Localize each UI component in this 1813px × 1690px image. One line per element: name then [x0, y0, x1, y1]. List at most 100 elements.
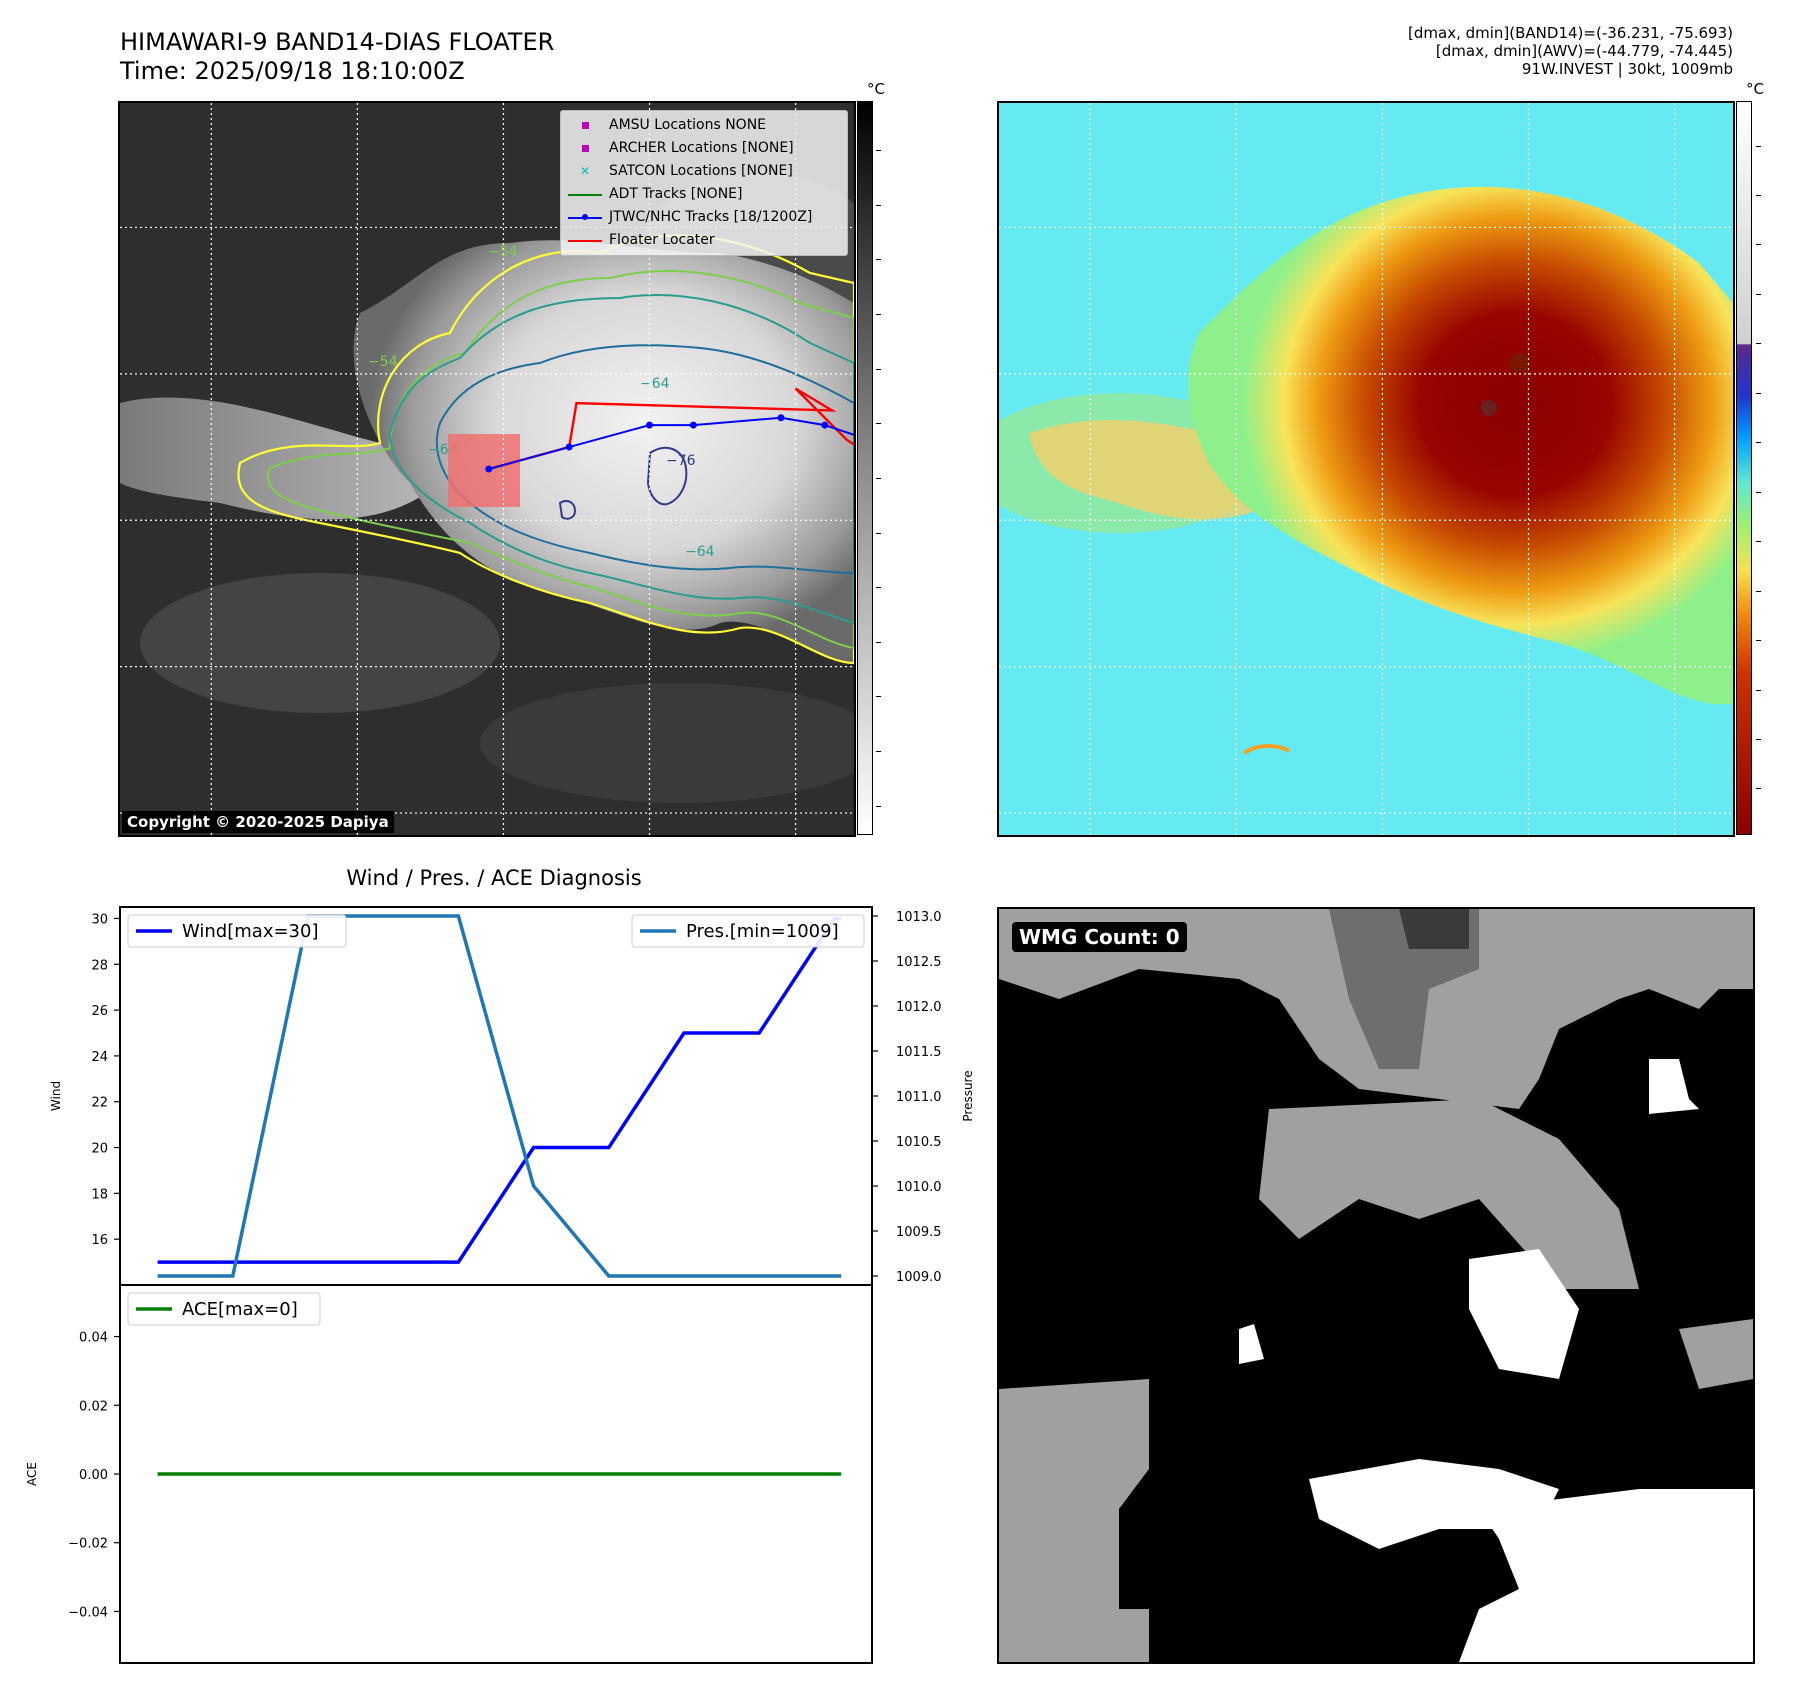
cloud-band	[120, 397, 440, 520]
contour-label: −76	[666, 453, 696, 469]
jtwc-track-point	[777, 414, 785, 422]
wmg-panel: WMG Count: 0	[997, 907, 1755, 1664]
awv-map-svg	[999, 103, 1733, 835]
cloud-texture	[1481, 400, 1497, 416]
pressure-y-tick-label: 1009.5	[896, 1225, 942, 1240]
ace-y-tick-label: 0.00	[79, 1468, 108, 1483]
wind-axes-frame	[119, 906, 873, 1286]
colorbar-tick	[876, 587, 881, 589]
pressure-y-tick-label: 1009.0	[896, 1270, 942, 1285]
awv-colorbar	[1736, 101, 1752, 835]
wind-pressure-axes: 16 18 20 22 24 26 28 30 1009.0 1009.5 1010.0 1010.5…	[49, 906, 975, 1286]
colorbar-tick	[1756, 541, 1761, 543]
wmg-white-region	[1459, 1489, 1753, 1662]
legend-adt: ADT Tracks [NONE]	[561, 183, 847, 206]
colorbar-tick	[876, 423, 881, 425]
square-marker-icon	[561, 145, 609, 152]
wind-y-tick-label: 30	[91, 912, 108, 927]
diagnosis-chart: 16 18 20 22 24 26 28 30 1009.0 1009.5 1010.0 1010.5…	[25, 906, 975, 1664]
colorbar-tick	[876, 259, 881, 261]
legend-label: ADT Tracks [NONE]	[609, 186, 743, 202]
wmg-image	[999, 909, 1753, 1662]
ace-y-tick-label: −0.04	[68, 1605, 108, 1620]
wind-y-tick-label: 16	[91, 1233, 108, 1248]
colorbar-tick	[1756, 689, 1761, 691]
wmg-grey-region	[999, 1609, 1149, 1662]
ace-y-label: ACE	[25, 1462, 39, 1486]
colorbar-tick	[1756, 145, 1761, 147]
colorbar-tick	[876, 641, 881, 643]
wind-y-label: Wind	[49, 1081, 63, 1111]
jtwc-track-point	[821, 421, 829, 429]
wind-y-tick-label: 24	[91, 1050, 108, 1065]
ace-y-tick-label: −0.02	[68, 1537, 108, 1552]
legend-label: ARCHER Locations [NONE]	[609, 140, 794, 156]
copyright-label: Copyright © 2020-2025 Dapiya	[122, 811, 394, 833]
map-gridlines	[120, 103, 854, 835]
square-marker-icon	[561, 122, 609, 129]
info-line-storm: 91W.INVEST | 30kt, 1009mb	[1521, 60, 1733, 78]
wind-y-tick-label: 22	[91, 1096, 108, 1111]
legend-amsu: AMSU Locations NONE	[561, 114, 847, 137]
small-cloud	[1242, 744, 1291, 755]
colorbar-tick	[1756, 640, 1761, 642]
diagnosis-title: Wind / Pres. / ACE Diagnosis	[346, 866, 642, 890]
info-block: [dmax, dmin](BAND14)=(-36.231, -75.693) …	[1408, 24, 1733, 78]
pressure-legend-box	[631, 914, 865, 948]
contour-purple	[646, 446, 688, 506]
pressure-y-tick-label: 1010.5	[896, 1135, 942, 1150]
wmg-count-label: WMG Count: 0	[1012, 922, 1187, 952]
wind-y-tick-label: 26	[91, 1004, 108, 1019]
colorbar-tick	[1756, 788, 1761, 790]
wmg-white-region	[1469, 1249, 1579, 1379]
floater-box	[448, 434, 520, 507]
wind-legend-label: Wind[max=30]	[182, 921, 319, 942]
wind-series-line	[157, 916, 842, 1264]
wmg-grey-region	[1259, 1099, 1639, 1289]
band14-map-panel: −54 −54 −64 −64 −64 −76 AMSU Locations N…	[118, 101, 856, 837]
map-gridlines	[999, 103, 1733, 835]
pressure-legend-label: Pres.[min=1009]	[686, 921, 839, 942]
legend-label: JTWC/NHC Tracks [18/1200Z]	[609, 209, 813, 225]
storm-cloud-mass	[1188, 186, 1733, 705]
band14-colorbar	[857, 101, 873, 835]
figure-title: HIMAWARI-9 BAND14-DIAS FLOATER	[120, 28, 555, 56]
colorbar-tick	[1756, 739, 1761, 741]
pressure-y-tick-label: 1011.5	[896, 1045, 942, 1060]
wind-y-tick-label: 28	[91, 958, 108, 973]
contour-label: −64	[640, 376, 670, 392]
contour-label: −64	[685, 544, 715, 560]
wmg-grey-region	[999, 1379, 1149, 1609]
jtwc-track-point	[646, 421, 654, 429]
legend-label: SATCON Locations [NONE]	[609, 163, 793, 179]
colorbar-tick	[1756, 343, 1761, 345]
contour-yellow	[237, 234, 854, 665]
pressure-y-label: Pressure	[961, 1070, 975, 1121]
info-line-band14: [dmax, dmin](BAND14)=(-36.231, -75.693)	[1408, 24, 1733, 42]
colorbar-tick	[1756, 194, 1761, 196]
legend-label: AMSU Locations NONE	[609, 117, 767, 133]
pressure-y-tick-label: 1010.0	[896, 1180, 942, 1195]
pressure-y-tick-label: 1011.0	[896, 1090, 942, 1105]
pressure-y-tick-label: 1012.5	[896, 955, 942, 970]
pressure-y-tick-label: 1012.0	[896, 1000, 942, 1015]
colorbar-tick	[876, 696, 881, 698]
contour-label: −54	[368, 354, 398, 370]
pressure-series-line	[157, 914, 842, 1278]
pressure-y-tick-label: 1013.0	[896, 910, 942, 925]
cloud-mass	[353, 240, 854, 663]
faint-cloud	[140, 573, 500, 713]
legend-satcon: ✕ SATCON Locations [NONE]	[561, 160, 847, 183]
ace-legend-label: ACE[max=0]	[182, 1299, 298, 1320]
line-marker-icon	[561, 193, 609, 196]
wmg-grey-region	[1679, 1319, 1753, 1389]
map-legend: AMSU Locations NONE ARCHER Locations [NO…	[560, 110, 848, 256]
jtwc-track-point	[689, 421, 697, 429]
jtwc-track-point	[485, 465, 493, 473]
colorbar-tick	[1756, 244, 1761, 246]
legend-jtwc: JTWC/NHC Tracks [18/1200Z]	[561, 206, 847, 229]
colorbar-tick	[1756, 491, 1761, 493]
faint-cloud	[480, 683, 854, 803]
ace-axes: 0.04 0.02 0.00 −0.02 −0.04 ACE ACE[max=0]	[25, 1284, 873, 1664]
wind-y-tick-label: 20	[91, 1142, 108, 1157]
